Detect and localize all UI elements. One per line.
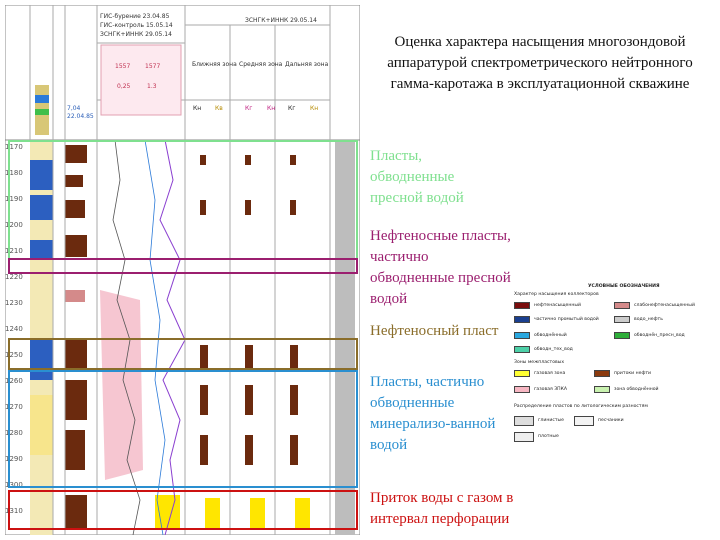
code-3: Кг — [245, 105, 253, 112]
header-value-5: 7,04 — [67, 105, 81, 112]
zone-fresh-water — [8, 140, 358, 260]
code-1: Кн — [193, 105, 202, 112]
log-tracks — [5, 140, 360, 535]
depth-label: 1230 — [5, 299, 23, 307]
legend-swatch — [514, 416, 534, 426]
well-log-panel: ГИС-бурение 23.04.85 ГИС-контроль 15.05.… — [5, 5, 360, 535]
zone-oil — [8, 338, 358, 370]
depth-label: 1310 — [5, 507, 23, 515]
legend-section-2: Зоны межпластовых — [514, 360, 565, 365]
legend-label: газовая зона — [534, 371, 566, 376]
depth-label: 1260 — [5, 377, 23, 385]
code-4: Кн — [267, 105, 276, 112]
depth-label: 1280 — [5, 429, 23, 437]
legend-section-1: Характер насыщения коллекторов — [514, 292, 599, 297]
legend-swatch — [514, 432, 534, 442]
depth-label: 1290 — [5, 455, 23, 463]
depth-label: 1220 — [5, 273, 23, 281]
track-near: Ближняя зона — [192, 61, 237, 68]
legend-label: обводнён_пресн_вод — [634, 333, 685, 338]
track-middle: Средняя зона — [239, 61, 283, 68]
legend-swatch — [514, 370, 530, 377]
depth-label: 1270 — [5, 403, 23, 411]
legend-label: нефтенасыщенный — [534, 303, 582, 308]
note-fresh-water: Пласты, обводненные пресной водой — [370, 148, 464, 206]
header-date-4: ЗСНГК+ИННК 29.05.14 — [245, 17, 317, 24]
legend-label: притоки нефти — [614, 371, 652, 376]
depth-label: 1180 — [5, 169, 23, 177]
depth-label: 1170 — [5, 143, 23, 151]
note-oil: Нефтеносный пласт — [370, 323, 499, 339]
legend-swatch — [514, 386, 530, 393]
legend-swatch — [594, 370, 610, 377]
legend-label: плотные — [538, 434, 559, 439]
code-5: Кг — [288, 105, 296, 112]
legend: УСЛОВНЫЕ ОБОЗНАЧЕНИЯ Характер насыщения … — [508, 282, 720, 470]
legend-label: обводнённый — [534, 333, 567, 338]
legend-label: частично промытый водой — [534, 317, 599, 322]
legend-label: газовая ЗПКА — [534, 387, 568, 392]
slide-title: Оценка характера насыщения многозондовой… — [387, 34, 693, 92]
zone-oil-partial-fresh — [8, 258, 358, 274]
depth-label: 1300 — [5, 481, 23, 489]
legend-label: обводн_тех_вод — [534, 347, 573, 352]
legend-label: песчаники — [598, 418, 624, 423]
note-mineral-water: Пласты, частично обводненные минерализо-… — [370, 374, 496, 453]
depth-label: 1210 — [5, 247, 23, 255]
zone-mineral-water — [8, 370, 358, 488]
legend-title: УСЛОВНЫЕ ОБОЗНАЧЕНИЯ — [588, 284, 660, 289]
legend-label: зона обводнённой — [614, 387, 659, 392]
header-value-3: 0,25 — [117, 83, 131, 90]
legend-label: слабонефтенасыщенный — [634, 303, 695, 308]
header-date-3: ЗСНГК+ИННК 29.05.14 — [100, 31, 172, 38]
legend-label: глинистые — [538, 418, 564, 423]
note-oil-partial-fresh: Нефтеносные пласты, частично обводненные… — [370, 228, 511, 307]
depth-label: 1200 — [5, 221, 23, 229]
log-header-grid — [5, 5, 360, 140]
depth-label: 1250 — [5, 351, 23, 359]
legend-swatch — [614, 316, 630, 323]
legend-swatch — [614, 302, 630, 309]
header-date-2: ГИС-контроль 15.05.14 — [100, 22, 173, 29]
code-2: Кв — [215, 105, 223, 112]
code-6: Кн — [310, 105, 319, 112]
legend-swatch — [594, 386, 610, 393]
depth-label: 1240 — [5, 325, 23, 333]
legend-swatch — [514, 302, 530, 309]
depth-label: 1190 — [5, 195, 23, 203]
legend-swatch — [514, 316, 530, 323]
log-header: ГИС-бурение 23.04.85 ГИС-контроль 15.05.… — [5, 5, 360, 141]
legend-swatch — [614, 332, 630, 339]
header-value-4: 1.3 — [147, 83, 157, 90]
header-value-6: 22.04.85 — [67, 113, 94, 120]
header-value-1: 1557 — [115, 63, 131, 70]
legend-swatch — [514, 332, 530, 339]
legend-section-3: Распределение пластов по литологическим … — [514, 404, 648, 409]
header-value-2: 1577 — [145, 63, 161, 70]
zone-perforation — [8, 490, 358, 530]
header-date-1: ГИС-бурение 23.04.85 — [100, 13, 170, 20]
legend-label: водо_нефть — [634, 317, 663, 322]
note-perforation: Приток воды с газом в интервал перфораци… — [370, 490, 514, 527]
legend-swatch — [574, 416, 594, 426]
track-far: Дальняя зона — [285, 61, 329, 68]
legend-swatch — [514, 346, 530, 353]
